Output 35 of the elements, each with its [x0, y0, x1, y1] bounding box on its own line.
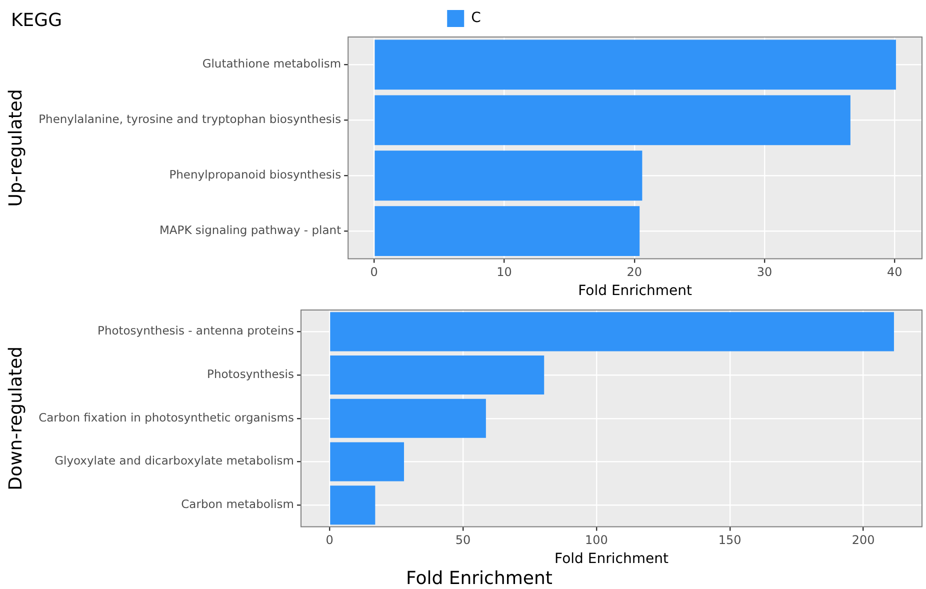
y-tick-label: MAPK signaling pathway - plant [160, 223, 342, 238]
legend-label: C [471, 10, 482, 26]
x-tick-label: 20 [626, 265, 642, 280]
x-axis-title: Fold Enrichment [554, 551, 669, 568]
x-tick-label: 50 [455, 533, 471, 548]
x-tick-label: 40 [887, 265, 902, 280]
y-tick-label: Carbon fixation in photosynthetic organisms [38, 410, 294, 424]
x-tick-label: 30 [756, 265, 772, 280]
text: KEGG [11, 10, 62, 31]
bar [374, 150, 642, 201]
y-tick-label: Photosynthesis [207, 367, 294, 382]
y-tick-label: Carbon metabolism [181, 497, 294, 512]
y-tick-label: Photosynthesis - antenna proteins [98, 324, 294, 338]
x-tick-label: 100 [584, 533, 608, 548]
bar [374, 40, 896, 90]
y-tick-label: Phenylpropanoid biosynthesis [169, 168, 342, 182]
bar [330, 398, 486, 438]
y-tick-label: Glyoxylate and dicarboxylate metabolism [54, 454, 294, 468]
y-axis-title: Up-regulated [5, 89, 26, 207]
bar [330, 486, 376, 525]
y-tick-label: Glutathione metabolism [202, 56, 342, 71]
x-axis-title: Fold Enrichment [578, 283, 692, 300]
y-axis-title: Down-regulated [5, 346, 26, 490]
bar [330, 442, 404, 482]
text: Fold Enrichment [406, 568, 552, 589]
bar [374, 95, 850, 146]
bar [330, 356, 544, 395]
x-tick-label: 200 [852, 533, 875, 548]
x-tick-label: 10 [496, 265, 512, 280]
y-tick-label: Phenylalanine, tyrosine and tryptophan biosynthesis [38, 112, 342, 126]
x-tick-label: 0 [370, 265, 378, 280]
x-tick-label: 150 [718, 533, 742, 548]
bar [374, 206, 640, 256]
bar [330, 312, 894, 352]
x-tick-label: 0 [326, 533, 334, 548]
